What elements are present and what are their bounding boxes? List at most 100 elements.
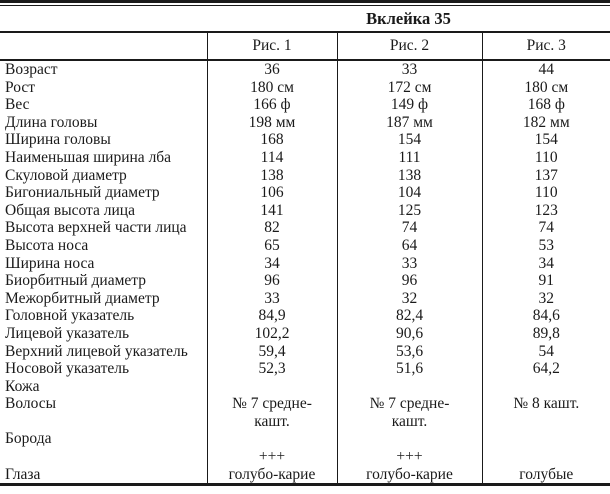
- table-row: Скуловой диаметр 138 138 137: [0, 166, 610, 185]
- table-row: Верхний лицевой указатель 59,4 53,6 54: [0, 342, 610, 361]
- table-row: Кожа: [0, 377, 610, 396]
- table-row: Высота верхней части лица 82 74 74: [0, 219, 610, 237]
- cell-fig1: 198 мм: [206, 113, 337, 132]
- table-row: Высота носа 65 64 53: [0, 236, 610, 255]
- row-label: Глаза: [5, 465, 41, 483]
- table-row: Головной указатель 84,9 82,4 84,6: [0, 307, 610, 325]
- cell-fig2: 53,6: [336, 342, 482, 361]
- cell-fig3: 32: [481, 289, 610, 308]
- table-row: Общая высота лица 141 125 123: [0, 201, 610, 220]
- cell-fig3: 137: [481, 166, 610, 185]
- cell-fig2: 90,6: [336, 324, 482, 343]
- row-label: Рост: [5, 78, 36, 96]
- table-row: Лицевой указатель 102,2 90,6 89,8: [0, 324, 610, 343]
- cell-fig3: 54: [481, 342, 610, 361]
- cell-fig1: 141: [206, 201, 337, 220]
- cell-fig2: +++: [336, 448, 482, 466]
- row-label: Ширина носа: [5, 254, 95, 272]
- cell-fig1: 96: [206, 272, 337, 290]
- cell-fig3: 89,8: [481, 324, 610, 343]
- cell-fig1: [206, 377, 337, 396]
- cell-fig2: 51,6: [336, 360, 482, 378]
- row-label: Длина головы: [5, 113, 98, 131]
- cell-fig2: 187 мм: [336, 113, 482, 132]
- cell-fig3: 154: [481, 131, 610, 149]
- row-label: Вес: [5, 96, 30, 114]
- column-header-fig2: Рис. 2: [336, 32, 482, 61]
- cell-fig2: 32: [336, 289, 482, 308]
- row-label: Биорбитный диаметр: [5, 272, 146, 290]
- cell-fig1: 36: [206, 60, 337, 79]
- cell-fig2: 138: [336, 166, 482, 185]
- cell-fig3: 84,6: [481, 307, 610, 325]
- cell-fig2: 149 ф: [336, 96, 482, 114]
- row-label: Скуловой диаметр: [5, 166, 127, 184]
- cell-fig1: +++: [206, 448, 337, 466]
- cell-fig1: 65: [206, 236, 337, 255]
- cell-fig3: 91: [481, 272, 610, 290]
- row-label: Межорбитный диаметр: [5, 289, 160, 307]
- cell-fig1: 52,3: [206, 360, 337, 378]
- cell-fig2: 96: [336, 272, 482, 290]
- cell-fig2: голубо-карие: [336, 465, 482, 484]
- cell-fig1: 33: [206, 289, 337, 308]
- table-row: Борода: [0, 430, 610, 449]
- cell-fig2: 111: [336, 148, 482, 167]
- cell-fig3: 53: [481, 236, 610, 255]
- row-label: Носовой указатель: [5, 360, 130, 378]
- cell-fig3: 110: [481, 184, 610, 202]
- row-label: Волосы: [5, 395, 57, 413]
- table-row: Волосы № 7 средне- кашт. № 7 средне- каш…: [0, 395, 610, 431]
- cell-fig1: № 7 средне- кашт.: [206, 395, 337, 431]
- table-row: Ширина головы 168 154 154: [0, 131, 610, 149]
- cell-fig1: 114: [206, 148, 337, 167]
- table-row: Рост 180 см 172 см 180 см: [0, 78, 610, 97]
- table-row: Глаза голубо-карие голубо-карие голубые: [0, 465, 610, 484]
- cell-fig2: 64: [336, 236, 482, 255]
- cell-fig2: 172 см: [336, 78, 482, 97]
- row-label: Головной указатель: [5, 307, 135, 325]
- table-title: Вклейка 35: [0, 6, 610, 33]
- table-row: Возраст 36 33 44: [0, 60, 610, 79]
- table-row: +++ +++: [0, 448, 610, 466]
- cell-fig3: [481, 448, 610, 466]
- table-row: Длина головы 198 мм 187 мм 182 мм: [0, 113, 610, 132]
- cell-fig1: 59,4: [206, 342, 337, 361]
- cell-fig1: 138: [206, 166, 337, 185]
- anthropometric-table: Вклейка 35 Рис. 1 Рис. 2 Рис. 3 Возраст …: [0, 6, 610, 484]
- cell-fig2: 125: [336, 201, 482, 220]
- cell-fig1: 34: [206, 254, 337, 273]
- cell-fig1: 168: [206, 131, 337, 149]
- cell-fig3: 123: [481, 201, 610, 220]
- row-label: Высота носа: [5, 236, 89, 254]
- row-label: Высота верхней части лица: [5, 219, 187, 237]
- cell-fig2: 33: [336, 60, 482, 79]
- row-label: Верхний лицевой указатель: [5, 342, 188, 360]
- cell-fig1: 180 см: [206, 78, 337, 97]
- cell-fig3: 182 мм: [481, 113, 610, 132]
- table-row: Межорбитный диаметр 33 32 32: [0, 289, 610, 308]
- cell-fig2: № 7 средне- кашт.: [336, 395, 482, 431]
- cell-fig1: 106: [206, 184, 337, 202]
- row-label: Лицевой указатель: [5, 324, 130, 342]
- cell-fig2: [336, 430, 482, 449]
- cell-fig3: 34: [481, 254, 610, 273]
- table-row: Наименьшая ширина лба 114 111 110: [0, 148, 610, 167]
- row-label: [0, 448, 207, 466]
- bottom-rule: [0, 483, 610, 487]
- cell-fig3: 74: [481, 219, 610, 237]
- cell-fig2: 74: [336, 219, 482, 237]
- column-header-row: Рис. 1 Рис. 2 Рис. 3: [0, 32, 610, 61]
- cell-fig3: № 8 кашт.: [481, 395, 610, 431]
- cell-fig3: голубые: [481, 465, 610, 484]
- table-row: Носовой указатель 52,3 51,6 64,2: [0, 360, 610, 378]
- cell-fig2: 154: [336, 131, 482, 149]
- cell-fig3: 44: [481, 60, 610, 79]
- cell-fig1: голубо-карие: [206, 465, 337, 484]
- row-label: Общая высота лица: [5, 201, 135, 219]
- row-label: Борода: [5, 430, 52, 448]
- cell-fig3: [481, 430, 610, 449]
- column-header-fig3: Рис. 3: [481, 32, 610, 61]
- column-header-fig1: Рис. 1: [206, 32, 337, 61]
